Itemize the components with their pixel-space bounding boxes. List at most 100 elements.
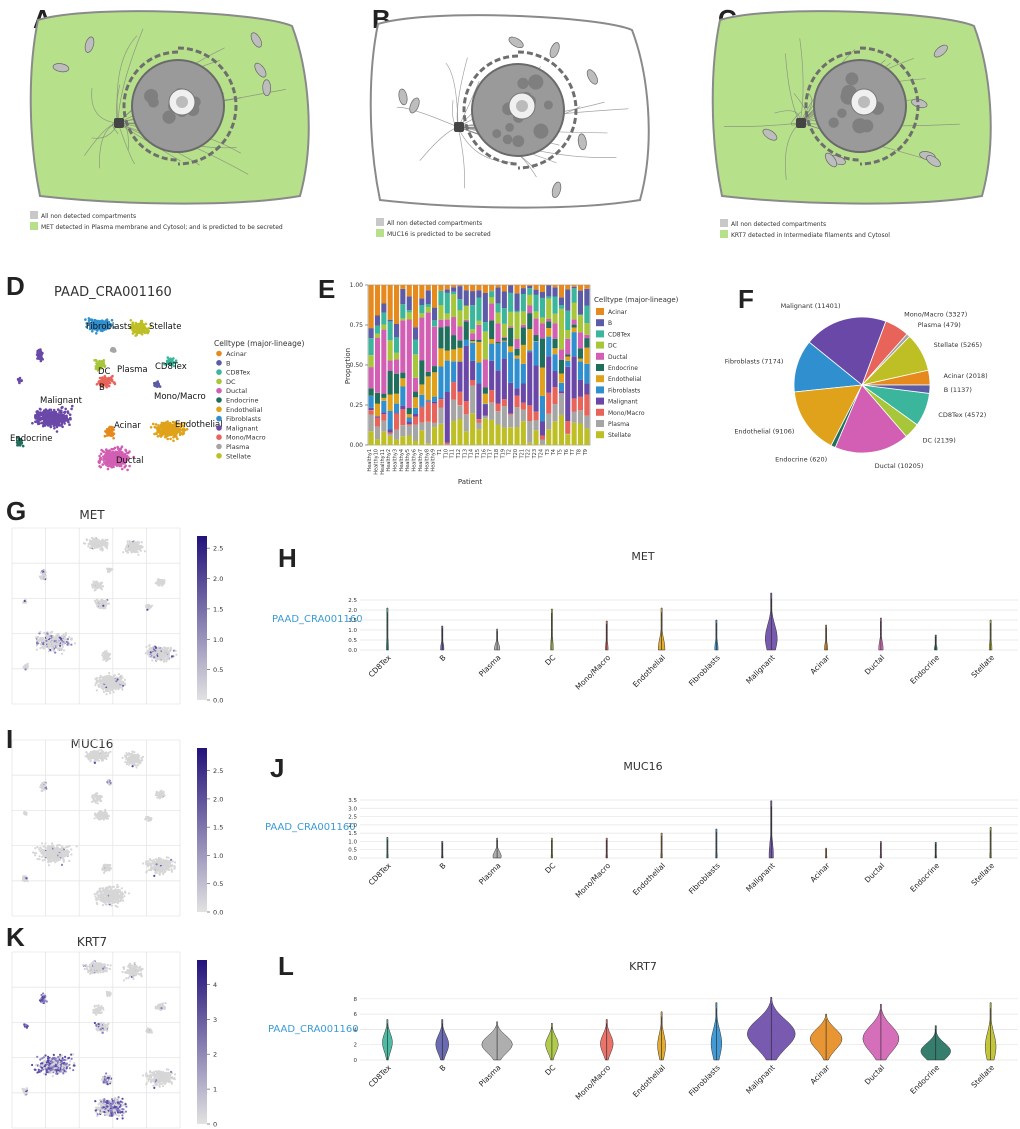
bar-segment (438, 285, 444, 291)
bar-segment (470, 380, 476, 386)
umap-point (176, 437, 179, 441)
bar-segment (432, 307, 438, 321)
bar-segment (387, 371, 393, 395)
x-tick-label: Healthy3 (393, 449, 399, 472)
mitochondrion (586, 69, 598, 85)
bar-segment (482, 322, 488, 332)
umap-point (175, 653, 178, 656)
umap-point (56, 413, 59, 416)
umap-point (95, 580, 98, 583)
umap-point (159, 653, 162, 656)
legend-label: Endothelial (226, 406, 263, 414)
umap-point (102, 361, 105, 364)
legend-swatch-detected (376, 229, 384, 237)
umap-point (95, 689, 98, 692)
umap-point (110, 318, 114, 322)
umap-point (35, 644, 39, 647)
bar-segment (419, 394, 425, 407)
umap-point (63, 411, 66, 414)
umap-point (140, 333, 144, 336)
bar-segment (425, 285, 431, 291)
umap-point (97, 755, 100, 758)
bar-segment (552, 387, 558, 405)
x-tick-label: T20 (513, 449, 519, 459)
bar-segment (457, 419, 463, 445)
umap-point (106, 379, 109, 383)
umap-point (94, 801, 97, 804)
x-tick-label: T18 (494, 449, 500, 459)
umap-point (60, 406, 63, 410)
bar-segment (508, 327, 514, 347)
bar-segment (501, 337, 507, 338)
umap-point (111, 374, 114, 378)
umap-point (125, 545, 128, 548)
bar-segment (419, 407, 425, 423)
bar-segment (438, 348, 444, 367)
umap-point (104, 538, 107, 542)
umap-point (60, 652, 64, 655)
chromatin (162, 110, 176, 124)
umap-point (93, 359, 96, 362)
legend-label: Fibroblasts (226, 415, 262, 423)
bar-segment (374, 417, 380, 427)
legend-label: Plasma (608, 421, 630, 428)
umap-point (101, 538, 104, 541)
umap-point (182, 430, 185, 434)
umap-point (158, 431, 161, 435)
umap-point (149, 647, 152, 650)
umap-point (112, 436, 115, 440)
bar-segment (394, 373, 400, 394)
umap-point (146, 649, 149, 653)
umap-point (128, 545, 131, 548)
umap-point (112, 691, 115, 694)
legend-swatch (596, 341, 604, 349)
umap-point (135, 333, 138, 337)
chromatin (837, 108, 847, 118)
bar-segment (482, 331, 488, 360)
umap-point (44, 408, 48, 411)
umap-point (105, 319, 108, 322)
umap-point (97, 585, 100, 588)
bar-segment (413, 327, 419, 340)
umap-muc16-title: MUC16 (71, 737, 114, 751)
mitochondrion (933, 44, 948, 58)
umap-point (96, 799, 99, 803)
umap-point (172, 439, 175, 443)
bar-segment (546, 321, 552, 328)
bar-segment (400, 378, 406, 387)
umap-point (136, 761, 139, 764)
umap-point (123, 465, 126, 469)
x-tick-label: T14 (469, 449, 475, 459)
umap-point (108, 425, 112, 429)
bar-segment (438, 398, 444, 399)
umap-point (55, 419, 58, 423)
bar-segment (552, 323, 558, 339)
legend-label: Stellate (608, 432, 631, 439)
panel-label-l: L (278, 951, 294, 981)
bar-segment (470, 360, 476, 380)
umap-point (41, 576, 44, 579)
umap-point (118, 686, 121, 689)
legend-label: B (226, 359, 230, 367)
umap-point (42, 421, 45, 425)
umap-point (120, 445, 124, 449)
umap-point (99, 548, 102, 551)
bar-segment (489, 343, 495, 361)
chromatin (543, 100, 553, 110)
bar-segment (368, 395, 374, 408)
umap-point (41, 572, 45, 575)
bar-segment (495, 287, 501, 304)
umap-point (37, 422, 40, 426)
umap-point (106, 326, 109, 330)
umap-point (178, 433, 182, 437)
x-tick-label: Healthy2 (386, 449, 392, 472)
umap-point (107, 432, 111, 435)
umap-point (161, 655, 164, 658)
umap-point (152, 652, 155, 655)
bar-segment (374, 337, 380, 393)
umap-point (93, 585, 96, 588)
umap-point (59, 648, 62, 651)
umap-point (89, 751, 92, 755)
bar-segment (476, 290, 482, 298)
